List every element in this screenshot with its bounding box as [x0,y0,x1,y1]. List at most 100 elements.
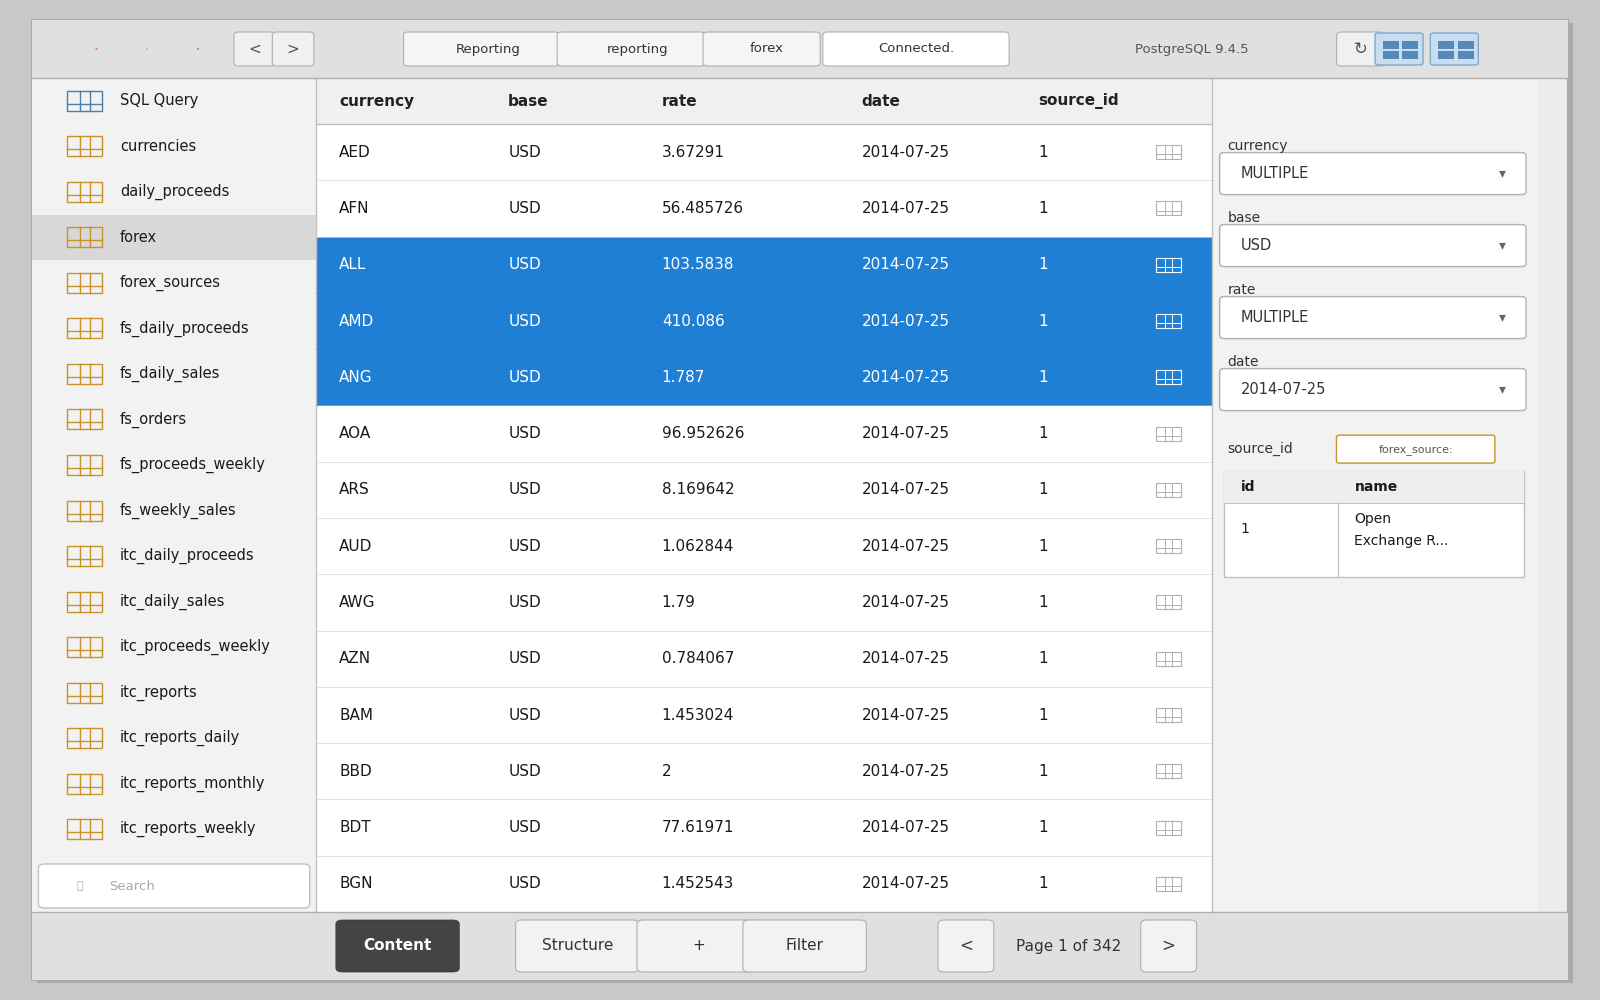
Text: itc_reports_weekly: itc_reports_weekly [120,821,256,837]
Text: 8.169642: 8.169642 [662,482,734,497]
Text: 1: 1 [1038,370,1048,385]
Bar [1155,483,1181,497]
Bar [317,405,1211,462]
FancyBboxPatch shape [1374,33,1422,65]
Bar [1155,595,1181,609]
Text: 0.784067: 0.784067 [662,651,734,666]
Bar [67,774,102,794]
Text: base: base [1227,211,1261,225]
Bar [32,912,1568,980]
Text: Reporting: Reporting [456,42,522,55]
FancyBboxPatch shape [1219,297,1526,339]
Text: AOA: AOA [339,426,371,441]
Bar [1458,41,1474,49]
Bar [1382,51,1398,59]
Bar [67,728,102,748]
Bar [1438,41,1454,49]
Text: 2014-07-25: 2014-07-25 [861,482,949,497]
Text: AWG: AWG [339,595,376,610]
FancyBboxPatch shape [1141,920,1197,972]
Text: ARS: ARS [339,482,370,497]
Text: 2014-07-25: 2014-07-25 [861,201,949,216]
FancyBboxPatch shape [1430,33,1478,65]
Bar [317,78,1211,124]
Bar [67,273,102,293]
Bar [67,318,102,338]
FancyBboxPatch shape [272,32,314,66]
FancyBboxPatch shape [702,32,821,66]
FancyBboxPatch shape [938,920,994,972]
FancyBboxPatch shape [1219,153,1526,195]
Text: USD: USD [509,764,541,779]
Text: source_id: source_id [1038,93,1118,109]
Text: 2014-07-25: 2014-07-25 [861,426,949,441]
Text: ▾: ▾ [1499,311,1506,325]
Text: Search: Search [109,880,155,892]
Text: AFN: AFN [339,201,370,216]
Bar [317,237,1211,293]
Text: AMD: AMD [339,314,374,329]
Bar [1224,471,1525,577]
FancyBboxPatch shape [1219,369,1526,411]
Text: itc_reports_daily: itc_reports_daily [120,730,240,746]
Bar [32,78,317,912]
Text: fs_proceeds_weekly: fs_proceeds_weekly [120,457,266,473]
Bar [317,631,1211,687]
Text: 1: 1 [1038,257,1048,272]
Bar [32,20,1568,78]
Text: 1: 1 [1038,314,1048,329]
Text: Open: Open [1355,512,1392,526]
Bar [67,592,102,612]
Bar [1155,764,1181,778]
Text: name: name [1355,480,1398,494]
Text: 2014-07-25: 2014-07-25 [861,539,949,554]
FancyBboxPatch shape [336,920,459,972]
Bar [1155,427,1181,441]
Text: date: date [861,94,901,109]
Text: MULTIPLE: MULTIPLE [1240,166,1309,181]
Text: currency: currency [1227,139,1288,153]
Text: SQL Query: SQL Query [120,93,198,108]
FancyBboxPatch shape [1336,435,1494,463]
Bar [317,687,1211,743]
Text: 🔍: 🔍 [77,881,83,891]
Bar [67,182,102,202]
Text: 1: 1 [1038,708,1048,722]
Bar [67,819,102,839]
Text: itc_proceeds_weekly: itc_proceeds_weekly [120,639,270,655]
Text: 77.61971: 77.61971 [662,820,734,835]
Text: 2014-07-25: 2014-07-25 [861,314,949,329]
Text: AUD: AUD [339,539,373,554]
Bar [317,743,1211,799]
Text: ▾: ▾ [1499,383,1506,397]
Text: USD: USD [509,820,541,835]
Bar [1155,652,1181,666]
Text: USD: USD [509,314,541,329]
Bar [1438,51,1454,59]
Text: fs_daily_proceeds: fs_daily_proceeds [120,320,250,337]
Bar [1155,201,1181,215]
Bar [67,546,102,566]
Bar [32,215,317,260]
Bar [67,683,102,703]
Text: rate: rate [662,94,698,109]
Text: 1: 1 [1038,764,1048,779]
Bar [317,856,1211,912]
Text: 2: 2 [662,764,672,779]
Text: 1: 1 [1038,201,1048,216]
Text: reporting: reporting [606,42,669,55]
Bar [317,180,1211,237]
Bar [67,409,102,429]
FancyBboxPatch shape [637,920,760,972]
Text: 1: 1 [1038,595,1048,610]
Bar [1402,51,1418,59]
Text: 1: 1 [1038,482,1048,497]
Bar [1155,821,1181,835]
Bar [1458,51,1474,59]
Text: 2014-07-25: 2014-07-25 [861,876,949,891]
Text: AZN: AZN [339,651,371,666]
Text: USD: USD [509,876,541,891]
Text: 1: 1 [1038,539,1048,554]
Text: 1: 1 [1038,426,1048,441]
Text: currencies: currencies [120,139,197,154]
